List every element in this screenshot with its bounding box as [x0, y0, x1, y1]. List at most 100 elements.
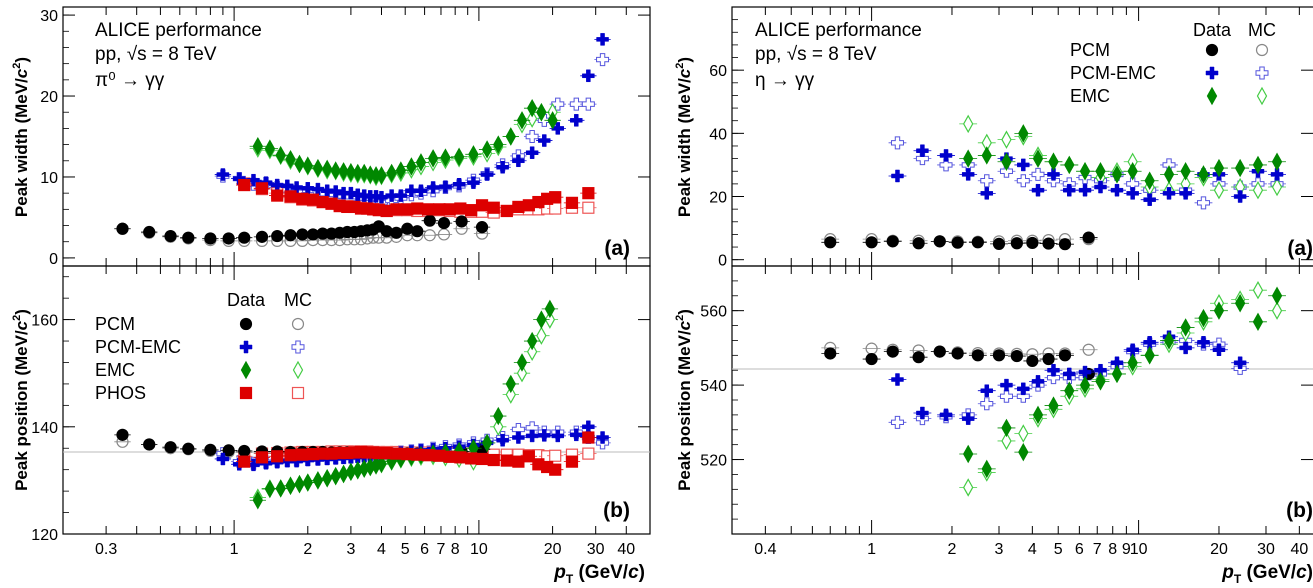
- right-bottom-emc-data-point: [962, 444, 974, 464]
- right-top-emc-data-point: [1018, 124, 1029, 143]
- right-top-pcm-emc-data-point: [961, 168, 975, 181]
- left-bottom-emc-data-point: [330, 466, 341, 486]
- right-top-emc-data-point: [1213, 158, 1225, 178]
- left-top-phos-data-point: [582, 187, 595, 200]
- left-bottom-phos-data-point: [284, 449, 297, 462]
- left-top-emc-data-point: [481, 140, 493, 159]
- left-top-ytick-label-0: 0: [49, 251, 58, 268]
- right-bottom-pcm-emc-data-point: [1179, 341, 1192, 355]
- right-top-emc-data-point: [1048, 152, 1059, 171]
- left-bottom-emc-data-point: [505, 374, 516, 394]
- left-top-data-points: [114, 33, 611, 248]
- left-top-pcm-emc-mc-point: [596, 53, 610, 67]
- left-top-emc-data-point: [345, 162, 357, 182]
- left-bottom-phos-data-point: [582, 431, 595, 444]
- left-top-phos-data-point: [500, 204, 513, 218]
- right-bottom-pcm-data-point: [1042, 352, 1055, 366]
- left-bottom-pcm-data-point: [238, 444, 251, 458]
- right-top-pcm-emc-mc-point: [890, 136, 904, 150]
- legend-left-label-pcm: PCM: [95, 314, 135, 334]
- left-top-phos-data-point: [454, 202, 467, 215]
- left-top-pcm-emc-data-point: [394, 189, 408, 202]
- left-top-pcm-emc-data-point: [320, 184, 334, 197]
- left-top-emc-data-point: [312, 158, 324, 178]
- right-top-pcm-data-point: [912, 237, 925, 250]
- left-top-emc-data-point: [302, 156, 313, 175]
- left-bottom-phos-data-point: [454, 451, 467, 464]
- left-top-pcm-emc-data-point: [582, 69, 595, 83]
- left-top-pcm-mc-point: [423, 229, 436, 242]
- left-bottom-phos-data-point: [512, 455, 525, 468]
- legend-right-label-pcm: PCM: [1070, 40, 1110, 60]
- right-bottom-emc-data-point: [1048, 396, 1059, 415]
- right-bottom-pcm-emc-data-point: [891, 373, 904, 386]
- left-bottom-pcm-emc-data-point: [512, 431, 525, 444]
- legend-left-emc-mc-marker: [292, 360, 304, 380]
- legend-right-label-emc: EMC: [1070, 86, 1110, 106]
- right-bottom-pcm-emc-data-point: [916, 406, 929, 420]
- left-bottom-emc-mc-point: [493, 417, 504, 437]
- left-bottom-ylabel: Peak position (MeV/c2): [11, 309, 31, 491]
- left-bottom-xtick-label-2: 2: [303, 541, 312, 558]
- left-top-pcm-emc-data-point: [480, 168, 494, 181]
- legend-right-label-pcm-emc: PCM-EMC: [1070, 63, 1156, 83]
- right-top-pcm-data-point: [1010, 237, 1023, 250]
- left-bottom-emc-mc-point: [544, 310, 556, 329]
- right-top-pcm-emc-data-point: [1047, 168, 1060, 181]
- left-bottom-xtick-label-20: 20: [544, 541, 562, 558]
- left-bottom-emc-mc-point: [536, 326, 547, 345]
- left-bottom-frame: [62, 265, 651, 535]
- right-bottom-pcm-emc-data-point: [1143, 336, 1156, 349]
- left-top-emc-data-point: [505, 127, 516, 146]
- legend-left-phos-mc-marker: [291, 386, 305, 400]
- legend-right-pcm-data-marker: [1205, 43, 1219, 57]
- left-bottom-emc-data-point: [312, 471, 324, 490]
- right-annotation-line3: η → γγ: [755, 70, 815, 91]
- legend-left-mc-header: MC: [284, 290, 312, 310]
- right-top-emc-data-point: [1095, 162, 1106, 181]
- left-top-pcm-emc-data-point: [329, 185, 342, 198]
- right-top-pcm-emc-data-point: [1233, 190, 1247, 203]
- right-top-pcm-emc-data-point: [1126, 187, 1139, 200]
- right-top-pcm-emc-data-point: [891, 169, 904, 183]
- left-bottom-emc-data-point: [516, 353, 528, 372]
- legend-right-mc-header: MC: [1248, 20, 1276, 40]
- right-bottom-pcm-data-point: [992, 349, 1006, 362]
- left-bottom-emc-data-point: [526, 331, 538, 351]
- right-bottom-pcm-emc-data-point: [1212, 343, 1226, 356]
- right-top-pcm-emc-data-point: [1078, 183, 1092, 197]
- left-bottom-xtick-label-4: 4: [377, 541, 386, 558]
- left-top-pcm-data-point: [401, 222, 414, 235]
- left-bottom-ytick-label-120: 120: [31, 527, 58, 544]
- right-top-pcm-emc-mc-point: [939, 158, 953, 172]
- right-bottom-pcm-data-point: [824, 347, 837, 360]
- left-bottom-phos-data-point: [549, 463, 562, 476]
- right-bottom-emc-data-point: [1271, 286, 1283, 306]
- right-bottom-pcm-emc-data-point: [1017, 382, 1030, 396]
- left-top-emc-data-point: [453, 147, 465, 166]
- right-bottom-pcm-emc-mc-point: [999, 389, 1013, 403]
- left-top-emc-data-point: [536, 102, 547, 122]
- left-bottom-emc-mc-point: [505, 385, 516, 404]
- legend-right-pcm-mc-marker: [1255, 43, 1269, 57]
- left-top-pcm-data-point: [238, 231, 251, 244]
- left-bottom-phos-data-point: [421, 449, 435, 462]
- left-top-pcm-emc-data-point: [525, 146, 539, 159]
- right-top-pcm-emc-data-point: [1179, 187, 1192, 200]
- right-top-pcm-data-point: [865, 236, 878, 249]
- legend-right: Data MC PCM PCM-EMC EMC: [1070, 20, 1276, 106]
- right-bottom-ytick-label-560: 560: [700, 304, 727, 321]
- right-bottom-pcm-emc-data-point: [961, 412, 975, 425]
- left-top-pcm-emc-mc-point: [525, 130, 539, 143]
- legend-left-pcm-data-marker: [239, 317, 253, 331]
- left-bottom-phos-data-point: [390, 447, 403, 460]
- left-bottom-pcm-emc-data-point: [596, 431, 609, 444]
- legend-right-emc-data-marker: [1206, 86, 1218, 106]
- left-top-pcm-emc-mc-point: [537, 113, 551, 127]
- right-bottom-emc-data-point: [1079, 375, 1091, 395]
- right-bottom-pcm-data-point: [971, 349, 984, 362]
- left-bottom-phos-data-point: [565, 455, 579, 468]
- left-top-pcm-data-point: [182, 231, 195, 244]
- left-top-pcm-emc-data-point: [385, 189, 398, 202]
